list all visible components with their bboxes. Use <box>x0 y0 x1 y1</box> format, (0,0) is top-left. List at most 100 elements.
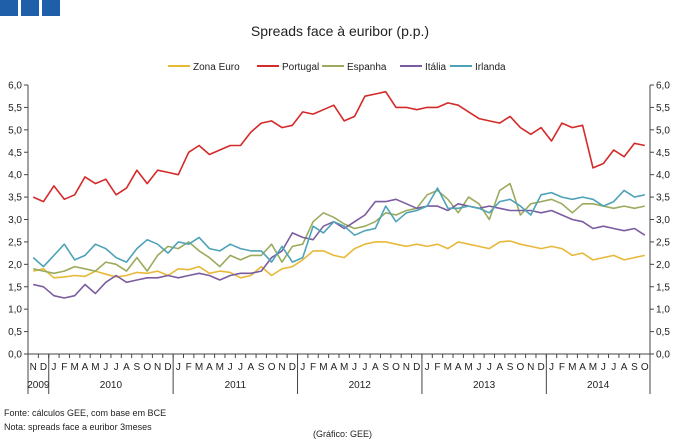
x-tick-label: J <box>238 362 243 373</box>
year-label: 2010 <box>100 380 123 391</box>
x-tick-label: M <box>70 362 78 373</box>
y-tick-label-right: 2,5 <box>656 237 670 248</box>
x-tick-label: D <box>164 362 171 373</box>
x-tick-label: N <box>278 362 285 373</box>
x-tick-label: J <box>362 362 367 373</box>
x-tick-label: A <box>82 362 89 373</box>
x-tick-label: J <box>103 362 108 373</box>
x-tick-label: N <box>527 362 534 373</box>
x-tick-label: A <box>455 362 462 373</box>
legend-label-2: Espanha <box>347 62 387 73</box>
header-square-icon-2 <box>21 0 39 16</box>
y-tick-label-right: 4,0 <box>656 170 670 181</box>
x-tick-label: O <box>143 362 151 373</box>
x-tick-label: O <box>392 362 400 373</box>
x-tick-label: D <box>40 362 47 373</box>
y-tick-label-right: 1,5 <box>656 282 670 293</box>
y-tick-label-left: 0,5 <box>8 327 22 338</box>
year-label: 2011 <box>225 380 247 391</box>
x-tick-label: O <box>641 362 649 373</box>
y-tick-label-left: 3,0 <box>8 215 22 226</box>
x-tick-label: J <box>228 362 233 373</box>
x-tick-label: M <box>568 362 576 373</box>
series-line-0 <box>33 240 645 279</box>
x-tick-label: M <box>444 362 452 373</box>
x-tick-label: M <box>589 362 597 373</box>
x-tick-label: J <box>549 362 554 373</box>
x-tick-label: N <box>403 362 410 373</box>
x-tick-label: F <box>186 362 192 373</box>
x-tick-label: F <box>434 362 440 373</box>
x-tick-label: J <box>176 362 181 373</box>
y-tick-label-left: 1,0 <box>8 305 22 316</box>
y-tick-label-right: 6,0 <box>656 81 670 92</box>
x-tick-label: A <box>330 362 337 373</box>
x-tick-label: D <box>289 362 296 373</box>
year-label: 2013 <box>473 380 496 391</box>
x-tick-label: A <box>248 362 255 373</box>
x-tick-label: A <box>206 362 213 373</box>
legend-label-4: Irlanda <box>475 62 506 73</box>
x-tick-label: A <box>496 362 503 373</box>
x-tick-label: O <box>517 362 525 373</box>
legend-label-1: Portugal <box>282 62 319 73</box>
x-tick-label: J <box>476 362 481 373</box>
x-tick-label: J <box>611 362 616 373</box>
x-tick-label: F <box>61 362 67 373</box>
footnote: Nota: spreads face a euribor 3meses <box>4 422 152 432</box>
series-line-1 <box>32 90 645 203</box>
source-note: Fonte: cálculos GEE, com base em BCE <box>4 408 167 418</box>
x-tick-label: S <box>382 362 389 373</box>
y-tick-label-left: 4,5 <box>8 148 22 159</box>
y-tick-label-right: 2,0 <box>656 260 670 271</box>
y-tick-label-left: 2,0 <box>8 260 22 271</box>
x-tick-label: A <box>372 362 379 373</box>
x-tick-label: N <box>154 362 161 373</box>
series-line-4 <box>32 187 645 268</box>
x-tick-label: M <box>195 362 203 373</box>
chart-credit: (Gráfico: GEE) <box>313 429 373 439</box>
x-tick-label: D <box>413 362 420 373</box>
x-tick-label: J <box>300 362 305 373</box>
legend-label-0: Zona Euro <box>193 62 240 73</box>
x-tick-label: J <box>487 362 492 373</box>
x-tick-label: N <box>30 362 37 373</box>
y-tick-label-left: 2,5 <box>8 237 22 248</box>
y-tick-label-right: 1,0 <box>656 305 670 316</box>
y-tick-label-right: 4,5 <box>656 148 670 159</box>
x-tick-label: A <box>621 362 628 373</box>
x-tick-label: A <box>579 362 586 373</box>
x-tick-label: S <box>258 362 265 373</box>
x-tick-label: S <box>134 362 141 373</box>
x-tick-label: S <box>507 362 514 373</box>
y-tick-label-left: 3,5 <box>8 193 22 204</box>
y-tick-label-right: 5,0 <box>656 125 670 136</box>
x-tick-label: M <box>464 362 472 373</box>
series-line-3 <box>33 198 646 299</box>
x-tick-label: F <box>310 362 316 373</box>
year-label: 2012 <box>349 380 372 391</box>
x-tick-label: M <box>340 362 348 373</box>
x-tick-label: J <box>51 362 56 373</box>
y-tick-label-left: 5,5 <box>8 103 22 114</box>
y-tick-label-left: 6,0 <box>8 81 22 92</box>
x-tick-label: J <box>425 362 430 373</box>
x-tick-label: O <box>268 362 276 373</box>
y-tick-label-left: 4,0 <box>8 170 22 181</box>
chart-title: Spreads face à euribor (p.p.) <box>251 23 429 39</box>
y-tick-label-left: 1,5 <box>8 282 22 293</box>
y-tick-label-right: 3,0 <box>656 215 670 226</box>
x-tick-label: F <box>559 362 565 373</box>
y-tick-label-right: 3,5 <box>656 193 670 204</box>
header-square-icon-1 <box>0 0 18 16</box>
y-tick-label-right: 5,5 <box>656 103 670 114</box>
y-tick-label-right: 0,0 <box>656 350 670 361</box>
x-tick-label: M <box>91 362 99 373</box>
year-label: 2009 <box>27 380 50 391</box>
legend-label-3: Itália <box>425 62 447 73</box>
y-tick-label-right: 0,5 <box>656 327 670 338</box>
x-tick-label: D <box>538 362 545 373</box>
year-label: 2014 <box>587 380 610 391</box>
line-chart: Spreads face à euribor (p.p.) Zona Euro Po… <box>8 23 670 394</box>
series-line-2 <box>33 182 645 275</box>
